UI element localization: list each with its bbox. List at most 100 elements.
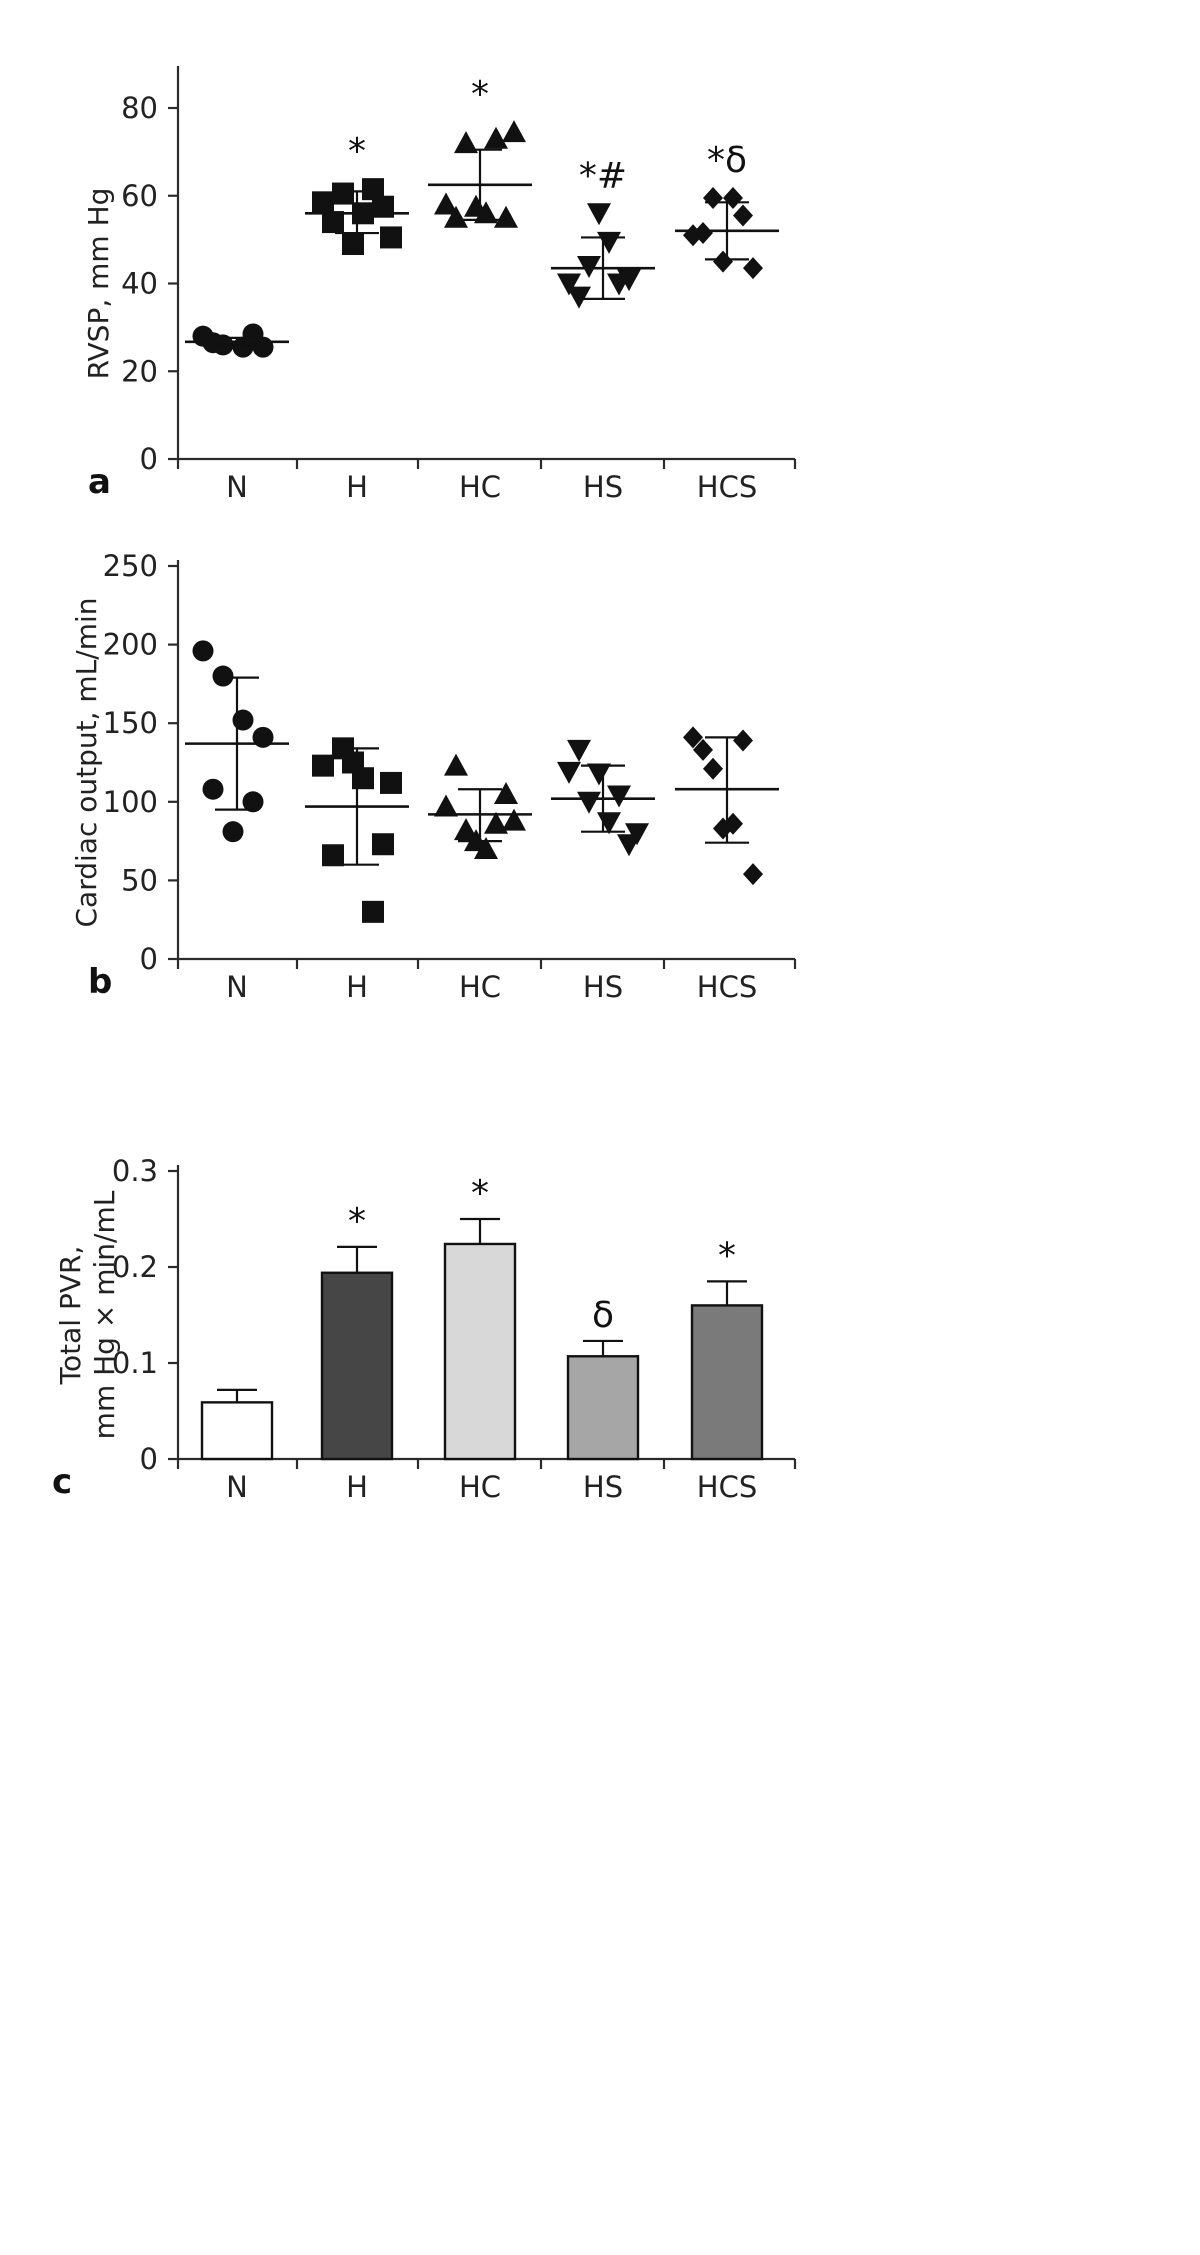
y-tick-label: 0.3 xyxy=(112,1154,158,1188)
y-tick-label: 20 xyxy=(121,354,158,388)
y-tick-label: 40 xyxy=(121,267,158,301)
series-h: * xyxy=(305,131,409,256)
data-point xyxy=(380,226,402,249)
significance-annotation: * xyxy=(471,74,489,115)
data-point xyxy=(607,785,631,808)
data-point xyxy=(372,833,394,856)
y-tick-label: 0 xyxy=(140,442,158,476)
data-point xyxy=(454,131,478,154)
bar xyxy=(443,1242,517,1461)
data-point xyxy=(607,273,631,296)
data-point xyxy=(557,761,581,784)
data-point xyxy=(212,665,234,687)
y-axis-title-line: mm Hg × min/mL xyxy=(88,1190,121,1439)
series-n xyxy=(185,323,289,358)
bar xyxy=(690,1304,764,1461)
significance-annotation: * xyxy=(471,1173,489,1214)
data-point xyxy=(434,794,458,817)
series-hcs xyxy=(675,726,779,886)
data-point xyxy=(703,186,723,209)
data-point xyxy=(567,286,591,309)
data-point xyxy=(242,323,264,345)
data-point xyxy=(693,738,713,761)
y-axis-title: Cardiac output, mL/min xyxy=(70,598,103,928)
x-tick-label-h: H xyxy=(346,970,368,1004)
series-hc xyxy=(428,753,532,859)
data-point xyxy=(733,204,753,227)
x-tick-label-hcs: HCS xyxy=(697,1470,757,1504)
y-tick-label: 100 xyxy=(103,785,158,819)
x-tick-label-hc: HC xyxy=(459,1470,501,1504)
data-point xyxy=(625,823,649,846)
series-n xyxy=(185,640,289,843)
y-tick-label: 200 xyxy=(103,628,158,662)
series-hcs: *δ xyxy=(675,140,779,280)
data-point xyxy=(743,257,763,280)
significance-annotation: *# xyxy=(579,155,627,196)
series-hs xyxy=(551,739,655,857)
data-point xyxy=(494,205,518,228)
y-tick-label: 0.1 xyxy=(112,1346,158,1380)
data-point xyxy=(192,640,214,662)
y-tick-label: 50 xyxy=(121,863,158,897)
y-tick-label: 250 xyxy=(103,549,158,583)
data-point xyxy=(703,757,723,780)
data-point xyxy=(683,726,703,749)
x-tick-label-hc: HC xyxy=(459,970,501,1004)
y-tick-label: 0 xyxy=(140,1442,158,1476)
data-point xyxy=(502,808,526,831)
data-point xyxy=(693,222,713,245)
data-point xyxy=(444,205,468,228)
data-point xyxy=(567,739,591,762)
x-tick-label-n: N xyxy=(226,470,248,504)
x-tick-label-h: H xyxy=(346,470,368,504)
x-tick-label-hcs: HCS xyxy=(697,970,757,1004)
panel-b-cardiac-output-chart: 0 50 100 150 200 250 N H HC HS HCS b Cardiac output,… xyxy=(70,549,797,1004)
significance-annotation: * xyxy=(348,1201,366,1242)
panel-label: b xyxy=(88,962,112,1002)
panel-label: a xyxy=(88,462,111,502)
significance-annotation: * xyxy=(348,131,366,172)
data-point xyxy=(743,863,763,886)
series-h xyxy=(305,737,409,923)
data-point xyxy=(587,763,611,786)
x-tick-label-hcs: HCS xyxy=(697,470,757,504)
data-point xyxy=(454,818,478,841)
data-point xyxy=(222,821,244,843)
series-hs: *# xyxy=(551,155,655,309)
bar xyxy=(320,1271,394,1461)
y-tick-label: 0.2 xyxy=(112,1250,158,1284)
data-point xyxy=(713,250,733,273)
bar-group-hcs: * xyxy=(690,1235,764,1461)
data-point xyxy=(434,192,458,215)
data-point xyxy=(502,120,526,143)
series-hc: * xyxy=(428,74,532,228)
x-tick-label-hs: HS xyxy=(583,970,623,1004)
data-point xyxy=(464,194,488,217)
x-tick-label-n: N xyxy=(226,1470,248,1504)
significance-annotation: *δ xyxy=(707,140,747,181)
data-point xyxy=(232,709,254,731)
y-tick-label: 0 xyxy=(140,942,158,976)
y-axis-title: RVSP, mm Hg xyxy=(82,188,115,380)
data-point xyxy=(484,811,508,834)
data-point xyxy=(733,729,753,752)
x-tick-label-n: N xyxy=(226,970,248,1004)
bar-group-h: * xyxy=(320,1201,394,1461)
data-point xyxy=(332,182,354,205)
data-point xyxy=(202,778,224,800)
data-point xyxy=(444,753,468,776)
panel-c-total-pvr-chart: 0 0.1 0.2 0.3 N H HC HS HCS c Total PVR, mm Hg × mi… xyxy=(52,1154,797,1504)
data-point xyxy=(577,791,601,814)
y-tick-label: 80 xyxy=(121,91,158,125)
significance-annotation: δ xyxy=(592,1295,614,1336)
data-point xyxy=(597,231,621,254)
x-tick-label-hs: HS xyxy=(583,470,623,504)
panel-a-rvsp-chart: 0 20 40 60 80 N H HC HS HCS a RVSP, mm Hg * * *# *δ xyxy=(82,66,797,504)
y-tick-label: 60 xyxy=(121,179,158,213)
data-point xyxy=(557,273,581,296)
panel-label: c xyxy=(52,1462,72,1502)
data-point xyxy=(312,754,334,777)
bar-group-hs: δ xyxy=(566,1295,640,1461)
